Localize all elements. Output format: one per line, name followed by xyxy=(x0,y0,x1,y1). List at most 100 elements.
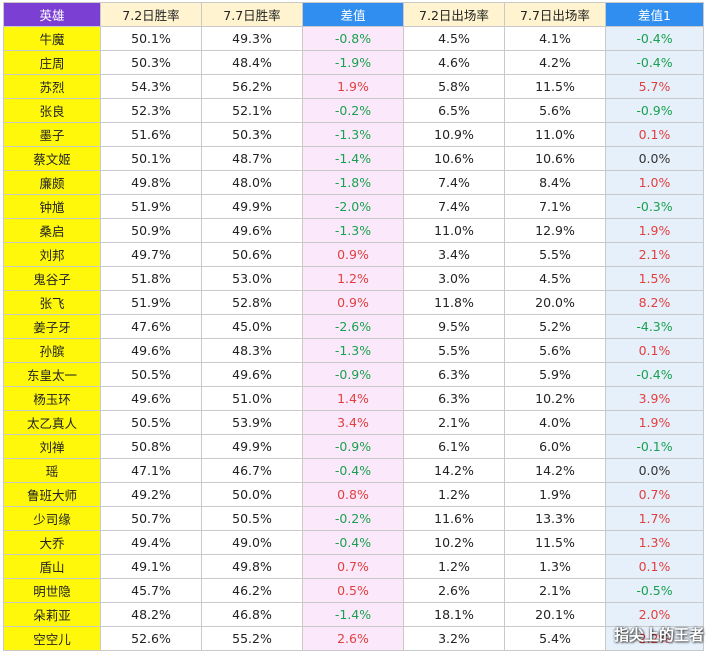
pickrate-0707-cell: 4.0% xyxy=(504,410,606,435)
winrate-0707-cell: 48.4% xyxy=(201,50,303,75)
pickrate-0707-cell: 1.9% xyxy=(504,482,606,507)
pickrate-diff-cell: 1.5% xyxy=(605,266,704,291)
winrate-0707-cell: 46.8% xyxy=(201,602,303,627)
pickrate-0707-cell: 13.3% xyxy=(504,506,606,531)
pickrate-0702-cell: 4.5% xyxy=(403,26,505,51)
winrate-diff-cell: 0.9% xyxy=(302,242,404,267)
winrate-diff-cell: 2.6% xyxy=(302,626,404,651)
winrate-0702-cell: 49.6% xyxy=(100,338,202,363)
winrate-diff-cell: -0.4% xyxy=(302,458,404,483)
table-row: 蔡文姬 50.1% 48.7% -1.4% 10.6% 10.6% 0.0% xyxy=(3,146,704,171)
pickrate-0707-cell: 11.0% xyxy=(504,122,606,147)
winrate-0702-cell: 50.5% xyxy=(100,410,202,435)
pickrate-0707-cell: 14.2% xyxy=(504,458,606,483)
hero-name-cell: 盾山 xyxy=(3,554,101,579)
pickrate-diff-cell: 3.9% xyxy=(605,386,704,411)
pickrate-diff-cell: -0.1% xyxy=(605,434,704,459)
pickrate-0702-cell: 14.2% xyxy=(403,458,505,483)
pickrate-diff-cell: 0.0% xyxy=(605,146,704,171)
winrate-0707-cell: 55.2% xyxy=(201,626,303,651)
pickrate-0707-cell: 12.9% xyxy=(504,218,606,243)
hero-name-cell: 墨子 xyxy=(3,122,101,147)
winrate-0702-cell: 47.1% xyxy=(100,458,202,483)
winrate-diff-cell: -1.4% xyxy=(302,146,404,171)
header-hero: 英雄 xyxy=(3,2,101,27)
table-row: 孙膑 49.6% 48.3% -1.3% 5.5% 5.6% 0.1% xyxy=(3,338,704,363)
table-row: 桑启 50.9% 49.6% -1.3% 11.0% 12.9% 1.9% xyxy=(3,218,704,243)
pickrate-0707-cell: 8.4% xyxy=(504,170,606,195)
winrate-diff-cell: 1.4% xyxy=(302,386,404,411)
hero-name-cell: 鬼谷子 xyxy=(3,266,101,291)
pickrate-0702-cell: 6.5% xyxy=(403,98,505,123)
winrate-0702-cell: 50.9% xyxy=(100,218,202,243)
pickrate-0707-cell: 7.1% xyxy=(504,194,606,219)
pickrate-0707-cell: 10.2% xyxy=(504,386,606,411)
pickrate-diff-cell: 0.7% xyxy=(605,482,704,507)
table-row: 刘邦 49.7% 50.6% 0.9% 3.4% 5.5% 2.1% xyxy=(3,242,704,267)
hero-name-cell: 刘邦 xyxy=(3,242,101,267)
pickrate-diff-cell: 1.3% xyxy=(605,530,704,555)
hero-name-cell: 孙膑 xyxy=(3,338,101,363)
winrate-0707-cell: 49.8% xyxy=(201,554,303,579)
winrate-0702-cell: 49.6% xyxy=(100,386,202,411)
pickrate-diff-cell: 0.1% xyxy=(605,338,704,363)
hero-name-cell: 东皇太一 xyxy=(3,362,101,387)
table-row: 空空儿 52.6% 55.2% 2.6% 3.2% 5.4% 2.2% xyxy=(3,626,704,651)
winrate-diff-cell: -2.0% xyxy=(302,194,404,219)
table-row: 刘禅 50.8% 49.9% -0.9% 6.1% 6.0% -0.1% xyxy=(3,434,704,459)
winrate-diff-cell: 0.5% xyxy=(302,578,404,603)
winrate-0702-cell: 49.2% xyxy=(100,482,202,507)
pickrate-0707-cell: 4.1% xyxy=(504,26,606,51)
header-winrate-diff: 差值 xyxy=(302,2,404,27)
watermark-text: 指尖上的王者 xyxy=(613,626,704,644)
pickrate-0702-cell: 18.1% xyxy=(403,602,505,627)
winrate-0702-cell: 50.5% xyxy=(100,362,202,387)
pickrate-0702-cell: 6.3% xyxy=(403,386,505,411)
winrate-0707-cell: 46.7% xyxy=(201,458,303,483)
hero-name-cell: 张飞 xyxy=(3,290,101,315)
winrate-0707-cell: 50.5% xyxy=(201,506,303,531)
winrate-0707-cell: 45.0% xyxy=(201,314,303,339)
winrate-0707-cell: 52.8% xyxy=(201,290,303,315)
hero-name-cell: 空空儿 xyxy=(3,626,101,651)
pickrate-diff-cell: 8.2% xyxy=(605,290,704,315)
winrate-0707-cell: 49.9% xyxy=(201,434,303,459)
winrate-0702-cell: 49.7% xyxy=(100,242,202,267)
hero-name-cell: 张良 xyxy=(3,98,101,123)
winrate-0702-cell: 49.4% xyxy=(100,530,202,555)
hero-name-cell: 刘禅 xyxy=(3,434,101,459)
pickrate-0707-cell: 11.5% xyxy=(504,74,606,99)
winrate-0702-cell: 51.9% xyxy=(100,290,202,315)
winrate-diff-cell: -1.8% xyxy=(302,170,404,195)
hero-name-cell: 姜子牙 xyxy=(3,314,101,339)
pickrate-0702-cell: 5.5% xyxy=(403,338,505,363)
pickrate-diff-cell: 0.0% xyxy=(605,458,704,483)
hero-name-cell: 钟馗 xyxy=(3,194,101,219)
pickrate-0702-cell: 11.0% xyxy=(403,218,505,243)
pickrate-0707-cell: 6.0% xyxy=(504,434,606,459)
pickrate-0702-cell: 6.3% xyxy=(403,362,505,387)
winrate-0707-cell: 53.0% xyxy=(201,266,303,291)
winrate-diff-cell: 0.7% xyxy=(302,554,404,579)
winrate-diff-cell: 3.4% xyxy=(302,410,404,435)
winrate-diff-cell: 0.8% xyxy=(302,482,404,507)
pickrate-0707-cell: 20.0% xyxy=(504,290,606,315)
winrate-0702-cell: 51.9% xyxy=(100,194,202,219)
pickrate-diff-cell: 0.1% xyxy=(605,554,704,579)
pickrate-diff-cell: 1.0% xyxy=(605,170,704,195)
winrate-0702-cell: 52.3% xyxy=(100,98,202,123)
winrate-0707-cell: 49.0% xyxy=(201,530,303,555)
winrate-0707-cell: 49.6% xyxy=(201,362,303,387)
winrate-0707-cell: 50.6% xyxy=(201,242,303,267)
pickrate-0702-cell: 3.2% xyxy=(403,626,505,651)
hero-name-cell: 牛魔 xyxy=(3,26,101,51)
header-pickrate-diff: 差值1 xyxy=(605,2,704,27)
winrate-0702-cell: 50.1% xyxy=(100,146,202,171)
pickrate-0707-cell: 5.6% xyxy=(504,338,606,363)
pickrate-0707-cell: 5.2% xyxy=(504,314,606,339)
winrate-0707-cell: 52.1% xyxy=(201,98,303,123)
winrate-diff-cell: -0.2% xyxy=(302,506,404,531)
pickrate-0702-cell: 1.2% xyxy=(403,482,505,507)
pickrate-diff-cell: -4.3% xyxy=(605,314,704,339)
pickrate-0707-cell: 2.1% xyxy=(504,578,606,603)
